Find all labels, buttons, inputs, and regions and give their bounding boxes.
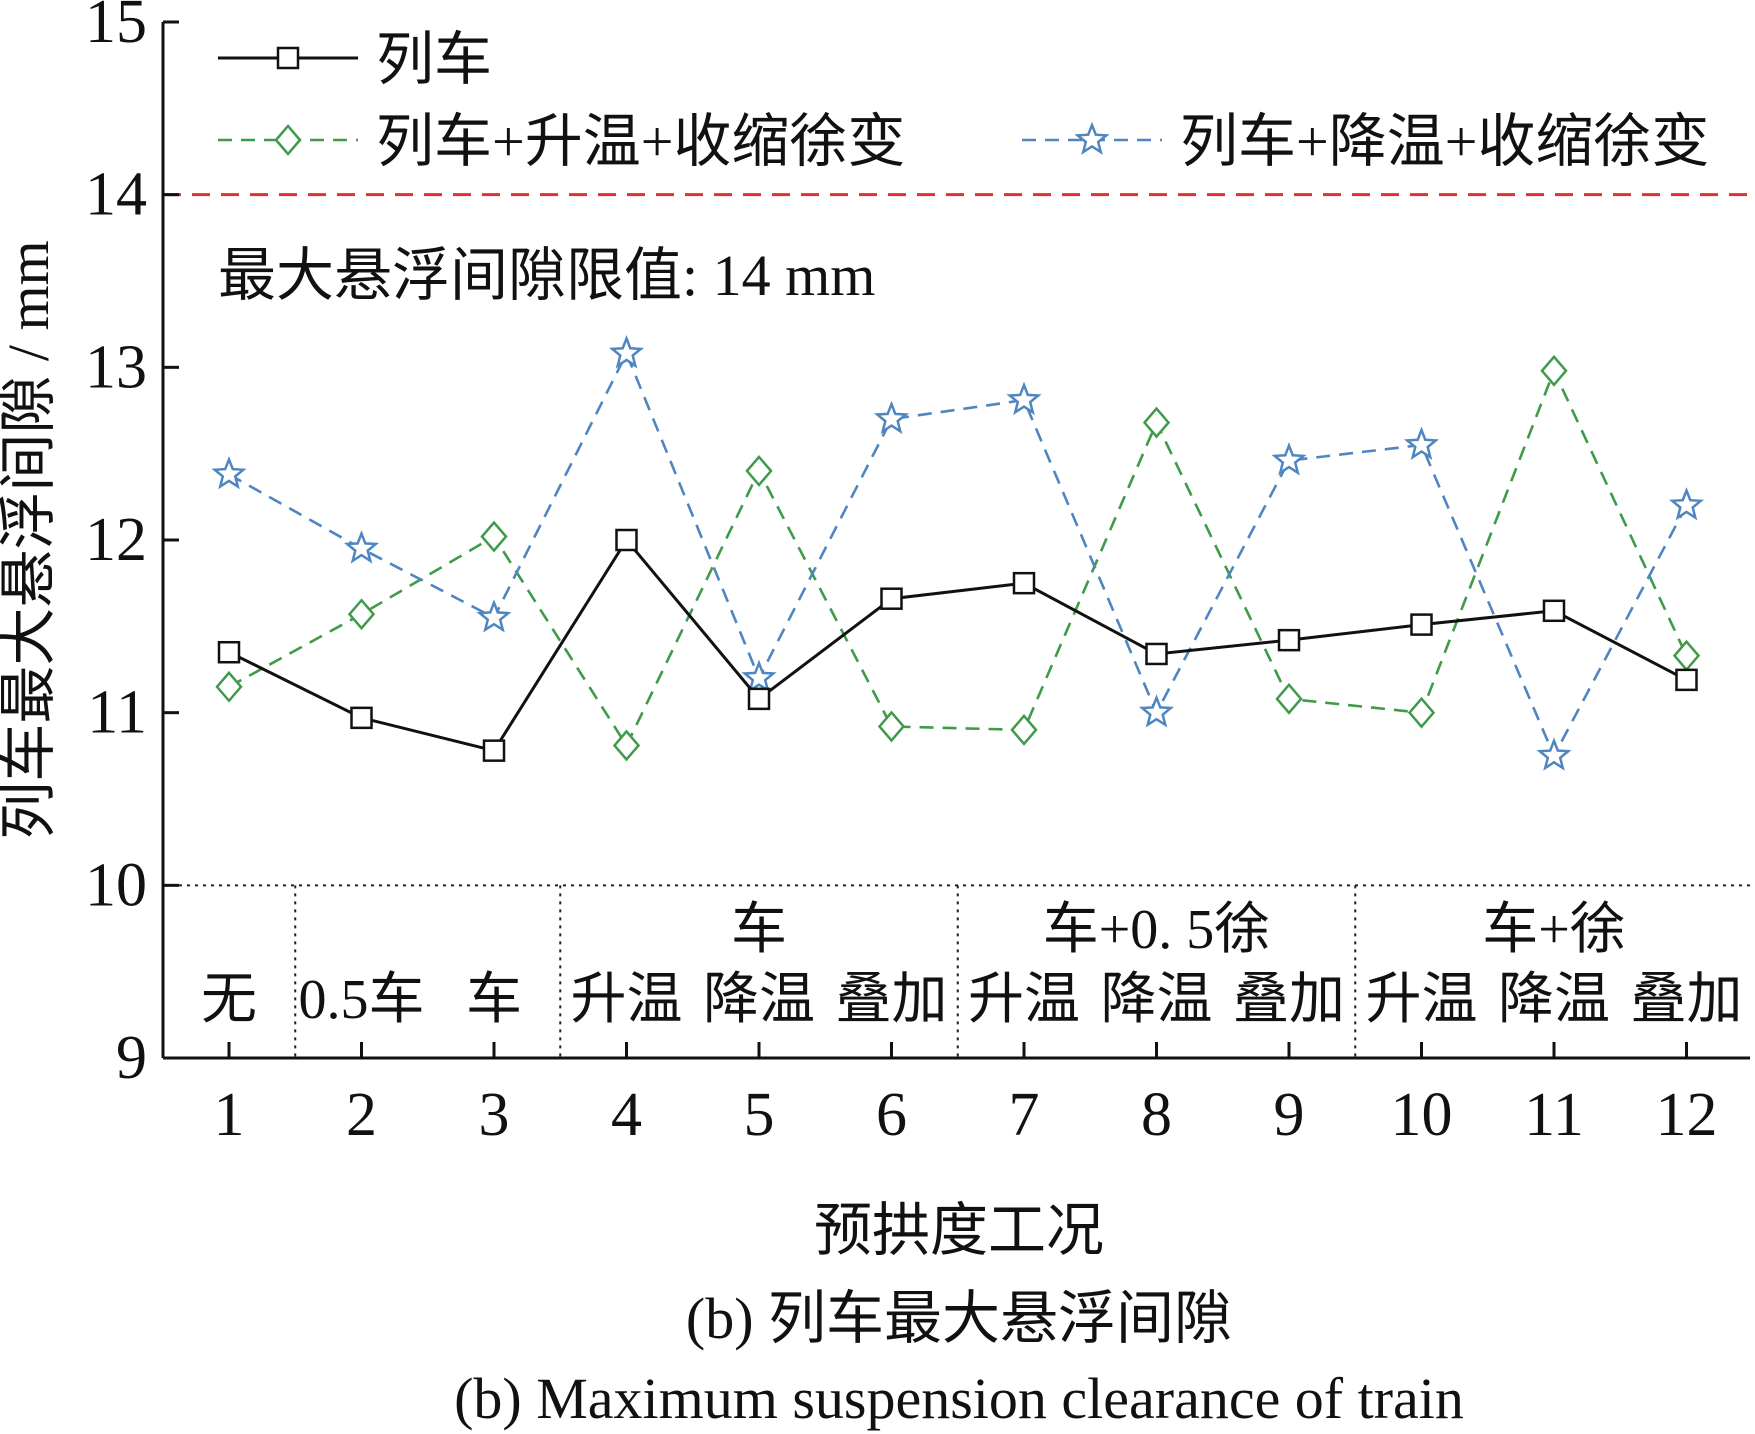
series-2 — [215, 354, 1701, 762]
data-point — [1145, 642, 1168, 666]
data-point — [1403, 426, 1440, 460]
y-tick-label: 14 — [85, 161, 147, 229]
data-point — [1138, 694, 1175, 728]
x-tick-label: 3 — [479, 1081, 510, 1149]
data-point — [480, 520, 508, 553]
x-tick-label: 2 — [346, 1081, 377, 1149]
data-point — [745, 455, 773, 487]
data-point — [1277, 628, 1301, 652]
x-tick-label: 1 — [214, 1081, 245, 1149]
series-3 — [211, 335, 1705, 771]
y-tick-label: 12 — [85, 506, 147, 574]
x-tick-label: 10 — [1391, 1081, 1453, 1149]
text-layer: 最大悬浮间隙限值: 14 mm 预拱度工况 列车最大悬浮间隙 / mm (b) … — [0, 240, 1464, 1431]
data-point — [1410, 613, 1433, 636]
data-point — [1271, 442, 1307, 476]
data-point — [612, 729, 641, 762]
reference-line-label: 最大悬浮间隙限值: 14 mm — [218, 243, 875, 308]
data-point — [1536, 737, 1572, 771]
data-point — [211, 455, 247, 490]
data-point — [1540, 354, 1568, 387]
x-tick-label: 11 — [1524, 1081, 1584, 1149]
condition-item-label: 叠加 — [1631, 969, 1743, 1031]
y-tick-label: 15 — [85, 0, 147, 56]
data-point — [1668, 487, 1705, 521]
condition-group-label: 车+0. 5徐 — [1043, 899, 1271, 961]
data-point — [880, 587, 903, 610]
legend-marker — [276, 46, 300, 70]
condition-item-label: 降温 — [703, 969, 815, 1031]
data-point — [215, 670, 243, 703]
data-point — [1407, 696, 1436, 729]
y-axis-label: 列车最大悬浮间隙 / mm — [0, 240, 61, 839]
series-line — [228, 350, 1688, 759]
condition-item-label: 叠加 — [1233, 969, 1345, 1031]
legend-marker — [1074, 121, 1110, 155]
condition-item-label: 叠加 — [836, 969, 948, 1031]
condition-group-label: 车 — [731, 899, 787, 961]
data-point — [347, 598, 376, 631]
legend-label: 列车 — [376, 27, 492, 92]
series-line — [228, 367, 1688, 749]
y-tick-label: 9 — [116, 1024, 147, 1092]
data-point — [873, 400, 910, 435]
condition-item-label: 车 — [466, 969, 522, 1031]
data-point — [1142, 406, 1171, 439]
data-point — [217, 640, 241, 664]
caption-cn: (b) 列车最大悬浮间隙 — [686, 1286, 1232, 1351]
x-axis-label: 预拱度工况 — [814, 1198, 1104, 1263]
data-point — [615, 528, 638, 552]
data-point — [1672, 639, 1701, 672]
series-line — [228, 537, 1688, 753]
condition-item-label: 无 — [201, 969, 257, 1031]
data-point — [1275, 682, 1303, 715]
x-tick-label: 8 — [1141, 1081, 1172, 1149]
data-point — [1675, 668, 1698, 692]
data-point — [482, 739, 506, 762]
condition-item-label: 升温 — [571, 969, 683, 1031]
y-tick-label: 11 — [87, 679, 147, 747]
data-point — [343, 530, 380, 564]
condition-item-label: 降温 — [1498, 969, 1610, 1031]
data-point — [1012, 571, 1036, 595]
data-point — [350, 706, 373, 730]
condition-group-label: 车+徐 — [1482, 899, 1626, 961]
x-tick-label: 5 — [744, 1081, 775, 1149]
condition-item-label: 升温 — [968, 969, 1080, 1031]
legend-label: 列车+降温+收缩徐变 — [1180, 109, 1709, 174]
data-point — [476, 599, 512, 633]
condition-item-label: 降温 — [1101, 969, 1213, 1031]
series-1 — [217, 528, 1698, 762]
data-point — [1542, 599, 1566, 623]
x-tick-label: 9 — [1274, 1081, 1305, 1149]
legend-label: 列车+升温+收缩徐变 — [376, 109, 905, 174]
y-tick-label: 13 — [85, 333, 147, 401]
y-tick-label: 10 — [85, 851, 147, 919]
condition-item-label: 0.5车 — [299, 969, 425, 1031]
data-point — [1010, 714, 1038, 746]
x-tick-label: 12 — [1656, 1081, 1718, 1149]
data-point — [747, 687, 771, 711]
caption-en: (b) Maximum suspension clearance of trai… — [454, 1366, 1464, 1431]
condition-item-label: 升温 — [1366, 969, 1478, 1031]
x-tick-label: 6 — [876, 1081, 907, 1149]
x-tick-label: 4 — [611, 1081, 642, 1149]
data-point — [877, 710, 906, 743]
data-point — [1006, 381, 1042, 416]
legend-marker — [274, 124, 302, 156]
series-layer — [211, 335, 1705, 771]
x-tick-label: 7 — [1009, 1081, 1040, 1149]
data-point — [608, 335, 645, 369]
data-point — [741, 659, 777, 694]
